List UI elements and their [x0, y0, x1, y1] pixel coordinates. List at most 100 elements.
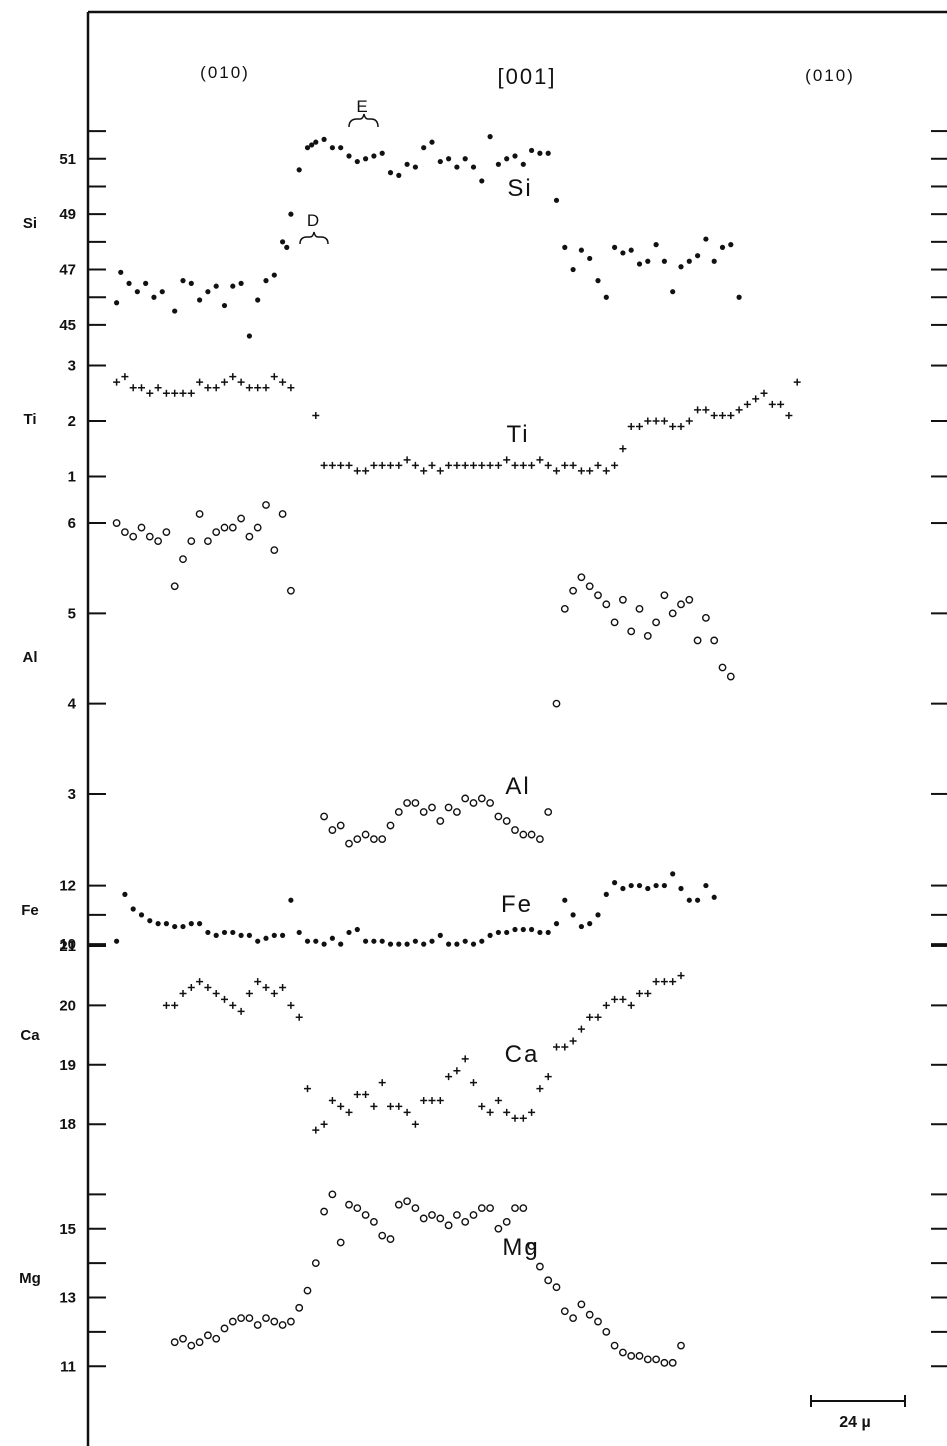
point-ca: [345, 1108, 353, 1116]
point-ti: [179, 389, 187, 397]
point-mg: [353, 1204, 362, 1213]
point-ti: [793, 378, 801, 386]
point-ca: [378, 1079, 386, 1087]
point-ca: [312, 1126, 320, 1134]
point-fe: [271, 932, 277, 938]
point-ti: [221, 378, 228, 386]
point-ti: [594, 461, 602, 469]
point-mg: [552, 1283, 561, 1292]
point-si: [284, 244, 290, 250]
point-fe: [238, 932, 244, 938]
tick-label-fe: 12: [59, 878, 76, 895]
point-al: [536, 835, 544, 843]
point-mg: [369, 1217, 378, 1226]
point-ca: [553, 1043, 560, 1051]
point-mg: [361, 1211, 370, 1219]
axis-label-ti: Ti: [23, 411, 36, 428]
point-ti: [245, 384, 253, 392]
point-si: [670, 289, 676, 295]
point-ca: [411, 1120, 419, 1128]
point-mg: [253, 1321, 262, 1329]
point-si: [529, 147, 535, 154]
point-si: [661, 258, 668, 264]
point-si: [595, 278, 601, 284]
point-ca: [486, 1108, 494, 1116]
point-ti: [420, 467, 428, 475]
point-mg: [378, 1231, 387, 1240]
point-mg: [502, 1217, 511, 1226]
point-fe: [205, 929, 211, 936]
point-fe: [628, 882, 634, 889]
tick-label-ti: 3: [68, 358, 76, 375]
point-ca: [370, 1102, 378, 1110]
point-al: [560, 604, 569, 613]
point-fe: [529, 926, 535, 933]
point-mg: [386, 1235, 395, 1243]
point-fe: [404, 941, 410, 947]
point-si: [645, 258, 651, 264]
point-fe: [329, 935, 335, 941]
point-al: [461, 794, 470, 803]
point-al: [286, 586, 295, 595]
point-ca: [569, 1037, 577, 1045]
point-al: [270, 546, 279, 555]
point-si: [653, 242, 659, 248]
point-al: [195, 510, 204, 518]
curve-label-ca: Ca: [505, 1041, 540, 1068]
point-fe: [313, 938, 319, 944]
point-ca: [461, 1055, 469, 1063]
point-mg: [511, 1204, 519, 1213]
point-fe: [595, 912, 601, 918]
point-ti: [611, 461, 619, 469]
point-ti: [154, 384, 162, 392]
point-al: [718, 663, 727, 672]
point-ti: [411, 461, 419, 469]
point-fe: [172, 923, 178, 930]
point-si: [495, 161, 501, 167]
point-mg: [203, 1331, 212, 1340]
point-si: [695, 253, 701, 259]
tick-label-ti: 2: [68, 413, 76, 430]
point-al: [477, 794, 486, 803]
point-mg: [610, 1341, 619, 1350]
point-fe: [354, 926, 360, 933]
point-si: [180, 278, 186, 284]
point-al: [685, 595, 694, 604]
point-fe: [620, 885, 626, 892]
point-mg: [494, 1224, 503, 1233]
point-al: [635, 604, 644, 613]
point-fe: [246, 932, 252, 938]
point-si: [304, 145, 311, 151]
point-si: [379, 150, 385, 156]
point-si: [280, 239, 286, 245]
point-si: [736, 294, 742, 300]
axis-label-al: Al: [23, 649, 38, 666]
point-ca: [353, 1091, 361, 1099]
point-mg: [270, 1317, 279, 1326]
point-si: [570, 266, 576, 273]
point-fe: [587, 921, 593, 927]
point-ca: [619, 995, 627, 1003]
point-mg: [320, 1207, 328, 1216]
face-label-left: (010): [200, 63, 250, 82]
point-ti: [677, 423, 685, 431]
point-si: [221, 302, 228, 309]
point-ca: [478, 1102, 486, 1110]
point-al: [145, 532, 154, 541]
point-ca: [270, 989, 278, 997]
point-ca: [395, 1102, 403, 1110]
point-ca: [669, 978, 677, 986]
point-ca: [453, 1067, 461, 1075]
point-ca: [445, 1073, 453, 1081]
point-ca: [561, 1043, 569, 1051]
point-si: [134, 289, 140, 295]
point-si: [363, 156, 369, 162]
point-mg: [544, 1276, 553, 1285]
point-ti: [494, 461, 502, 469]
point-si: [578, 247, 585, 253]
point-fe: [371, 938, 377, 944]
point-si: [636, 261, 643, 267]
point-fe: [304, 938, 311, 944]
point-ca: [229, 1001, 237, 1009]
point-ti: [478, 461, 486, 469]
